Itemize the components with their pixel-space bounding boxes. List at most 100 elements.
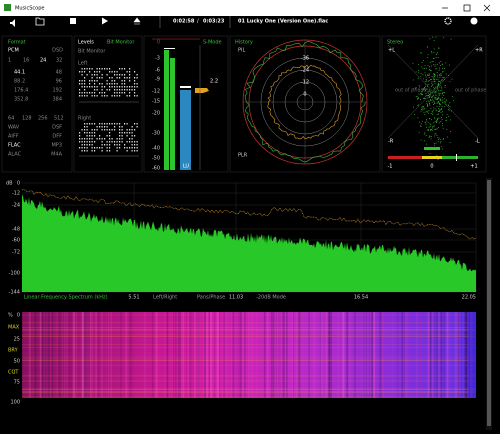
stereo-dot [429,97,430,98]
stereo-dot [444,68,446,69]
bit-cell [126,132,128,134]
spectrum-peak-line [21,188,477,240]
spectrogram-mode[interactable]: BRY [8,348,19,354]
open-button[interactable] [35,17,45,26]
bit-cell [124,86,126,88]
stereo-dot [439,139,441,141]
bit-cell [129,95,131,97]
stereo-dot [436,87,438,89]
bit-cell [104,129,106,131]
spectrogram-streak [172,312,175,398]
bit-cell [94,129,96,131]
x-axis-title: Linear Frequency Spectrum (kHz) [24,295,108,301]
spectrogram-band [22,360,476,362]
stereo-dot [439,110,441,111]
stereo-dot [424,81,426,82]
bit-cell [134,89,136,91]
bit-cell [91,92,93,94]
spectrogram-streak [362,312,364,398]
bit-cell [114,71,116,73]
info-button[interactable] [470,17,478,25]
maximize-button[interactable] [463,4,471,12]
bit-cell [104,95,106,97]
bit-cell [109,132,111,134]
spectrogram-streak [32,312,34,398]
spectrogram-streak [222,312,223,398]
scrollbar-thumb[interactable] [487,180,491,426]
axis-unit: % [8,313,13,319]
stereo-dot [437,119,438,120]
bit-cell [91,135,93,137]
spectrogram-band [22,347,476,348]
play-button[interactable] [102,17,108,25]
stereo-dot [428,90,430,92]
close-button[interactable] [483,4,491,12]
stereo-dot [432,83,434,85]
stereo-dot [417,105,419,106]
phase-scale: -1 [388,164,393,170]
eject-button[interactable] [133,17,141,25]
bit-cell [136,150,138,152]
spectrogram-streak [427,312,430,398]
stereo-dot [441,93,443,94]
spectrogram-streak [439,312,442,398]
spectrogram-band [22,356,476,358]
bit-cell [84,80,86,82]
bit-cell [86,95,88,97]
stereo-dot [434,121,436,122]
meter-bar-left [164,50,169,170]
stereo-dot [439,99,441,101]
spectrum-mode[interactable]: Pans/Phase [197,295,225,301]
spectrogram-streak [369,312,370,398]
stereo-dot [420,52,422,54]
bit-cell [86,86,88,88]
spectrogram-streak [164,312,167,398]
stereo-dot [429,104,431,106]
bit-cell [99,138,101,140]
spectrum-mode[interactable]: Left/Right [153,295,177,301]
spectrogram-streak [204,312,206,398]
settings-button[interactable] [444,17,452,25]
stop-button[interactable] [70,18,76,24]
spectrogram-streak [392,312,394,398]
bit-cell [94,132,96,134]
stereo-dot [433,107,434,109]
bit-cell [84,86,86,88]
spectrogram-mode[interactable]: MAX [8,325,20,331]
spectrogram-streak [223,312,225,398]
stereo-dot [429,94,430,95]
stereo-dot [432,94,434,96]
stereo-dot [418,72,420,74]
stereo-dot [418,98,419,100]
stereo-dot [430,99,431,101]
spectrogram-streak [175,312,177,398]
track-name: 01 Lucky One (Version One).flac [238,19,328,25]
spectrogram-mode[interactable]: CQT [8,370,19,376]
phase-label: out of phase [395,88,426,94]
spectrogram-band [22,358,476,359]
stereo-dot [428,74,430,76]
stereo-dot [434,135,436,137]
stereo-dot [430,70,431,71]
volume-button[interactable] [10,19,15,27]
spectrogram-streak [270,312,273,398]
stereo-dot [427,65,429,67]
stereo-dot [430,93,432,95]
stereo-dot [434,76,435,78]
bit-cell [134,80,136,82]
stereo-dot [428,89,430,91]
stereo-dot [425,135,427,136]
stereo-dot [441,146,443,147]
spectrogram-streak [66,312,68,398]
bit-cell [111,123,113,125]
stereo-dot [436,128,438,130]
stereo-dot [429,135,430,137]
spectrogram-streak [195,312,198,398]
spectrogram-band [22,335,476,337]
bit-cell [119,123,121,125]
spectrum-mode[interactable]: -20dB Mode [256,295,286,301]
y-tick-label: 0 [17,313,20,319]
stereo-dot [420,76,422,78]
bit-cell [126,150,128,152]
spectrogram-streak [457,312,459,398]
